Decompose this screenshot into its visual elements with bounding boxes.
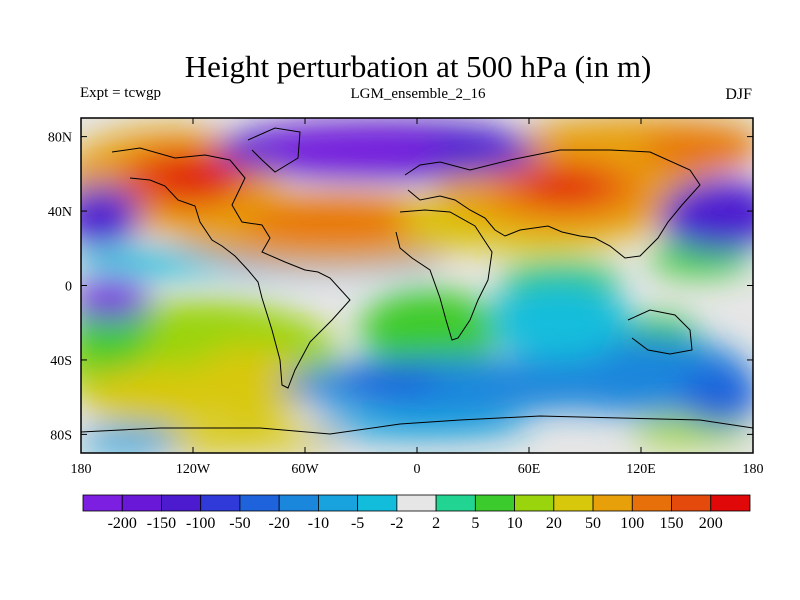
colorbar-swatch-8 xyxy=(396,494,437,512)
field-blobs xyxy=(81,118,753,453)
colorbar-label-9: 5 xyxy=(471,515,479,532)
colorbar-label-12: 50 xyxy=(585,515,601,532)
coastlines xyxy=(81,127,753,435)
colorbar-label-15: 200 xyxy=(699,515,723,532)
colorbar-swatch-12 xyxy=(553,494,594,512)
colorbar-swatch-14 xyxy=(631,494,672,512)
colorbar-label-11: 20 xyxy=(546,515,562,532)
colorbar-swatch-2 xyxy=(161,494,202,512)
colorbar-label-13: 100 xyxy=(620,515,644,532)
colorbar-label-3: -50 xyxy=(229,515,250,532)
colorbar-label-14: 150 xyxy=(660,515,684,532)
colorbar-swatch-0 xyxy=(82,494,123,512)
colorbar-label-7: -2 xyxy=(390,515,403,532)
colorbar-swatch-11 xyxy=(514,494,555,512)
coastline-australia xyxy=(627,309,693,355)
contour-field xyxy=(81,118,753,453)
colorbar: -200 -150 -100 -50 -20 -10 -5 -2 2 5 10 20 50 100 150 2… xyxy=(82,494,751,532)
x-axis: 180 120W 60W 0 60E 120E 180 xyxy=(71,118,764,477)
colorbar-swatch-4 xyxy=(239,494,280,512)
coastline-eurasia xyxy=(404,149,701,259)
coastline-greenland xyxy=(247,127,301,173)
colorbar-swatch-7 xyxy=(357,494,398,512)
chart-title: Height perturbation at 500 hPa (in m) xyxy=(185,49,652,84)
colorbar-label-1: -150 xyxy=(147,515,176,532)
coastline-americas xyxy=(111,147,351,389)
x-tick-label-3: 0 xyxy=(414,462,421,477)
colorbar-swatch-6 xyxy=(318,494,359,512)
colorbar-swatch-10 xyxy=(474,494,515,512)
x-tick-label-5: 120E xyxy=(626,462,656,477)
coastline-africa xyxy=(395,209,493,341)
y-tick-label-2: 0 xyxy=(65,280,72,295)
colorbar-label-2: -100 xyxy=(186,515,215,532)
x-tick-label-0: 180 xyxy=(71,462,92,477)
experiment-label: Expt = tcwgp xyxy=(80,85,161,101)
colorbar-label-10: 10 xyxy=(507,515,523,532)
colorbar-label-0: -200 xyxy=(108,515,137,532)
coastline-antarctica xyxy=(81,415,753,435)
colorbar-label-5: -10 xyxy=(308,515,329,532)
colorbar-swatch-9 xyxy=(435,494,476,512)
x-tick-label-4: 60E xyxy=(518,462,541,477)
season-label: DJF xyxy=(725,86,752,103)
ensemble-label: LGM_ensemble_2_16 xyxy=(351,86,486,102)
colorbar-label-6: -5 xyxy=(351,515,364,532)
y-tick-label-0: 80N xyxy=(48,131,72,146)
colorbar-swatch-13 xyxy=(592,494,633,512)
y-tick-label-1: 40N xyxy=(48,205,72,220)
colorbar-swatch-15 xyxy=(671,494,712,512)
colorbar-swatch-3 xyxy=(200,494,241,512)
colorbar-label-4: -20 xyxy=(269,515,290,532)
y-tick-label-4: 80S xyxy=(50,428,72,443)
x-tick-label-1: 120W xyxy=(176,462,211,477)
x-tick-label-6: 180 xyxy=(743,462,764,477)
colorbar-swatch-1 xyxy=(121,494,162,512)
y-axis: 80N 40N 0 40S 80S xyxy=(48,131,753,443)
x-tick-label-2: 60W xyxy=(291,462,319,477)
y-tick-label-3: 40S xyxy=(50,354,72,369)
colorbar-swatch-16 xyxy=(710,494,751,512)
colorbar-label-8: 2 xyxy=(432,515,440,532)
colorbar-swatch-5 xyxy=(278,494,319,512)
